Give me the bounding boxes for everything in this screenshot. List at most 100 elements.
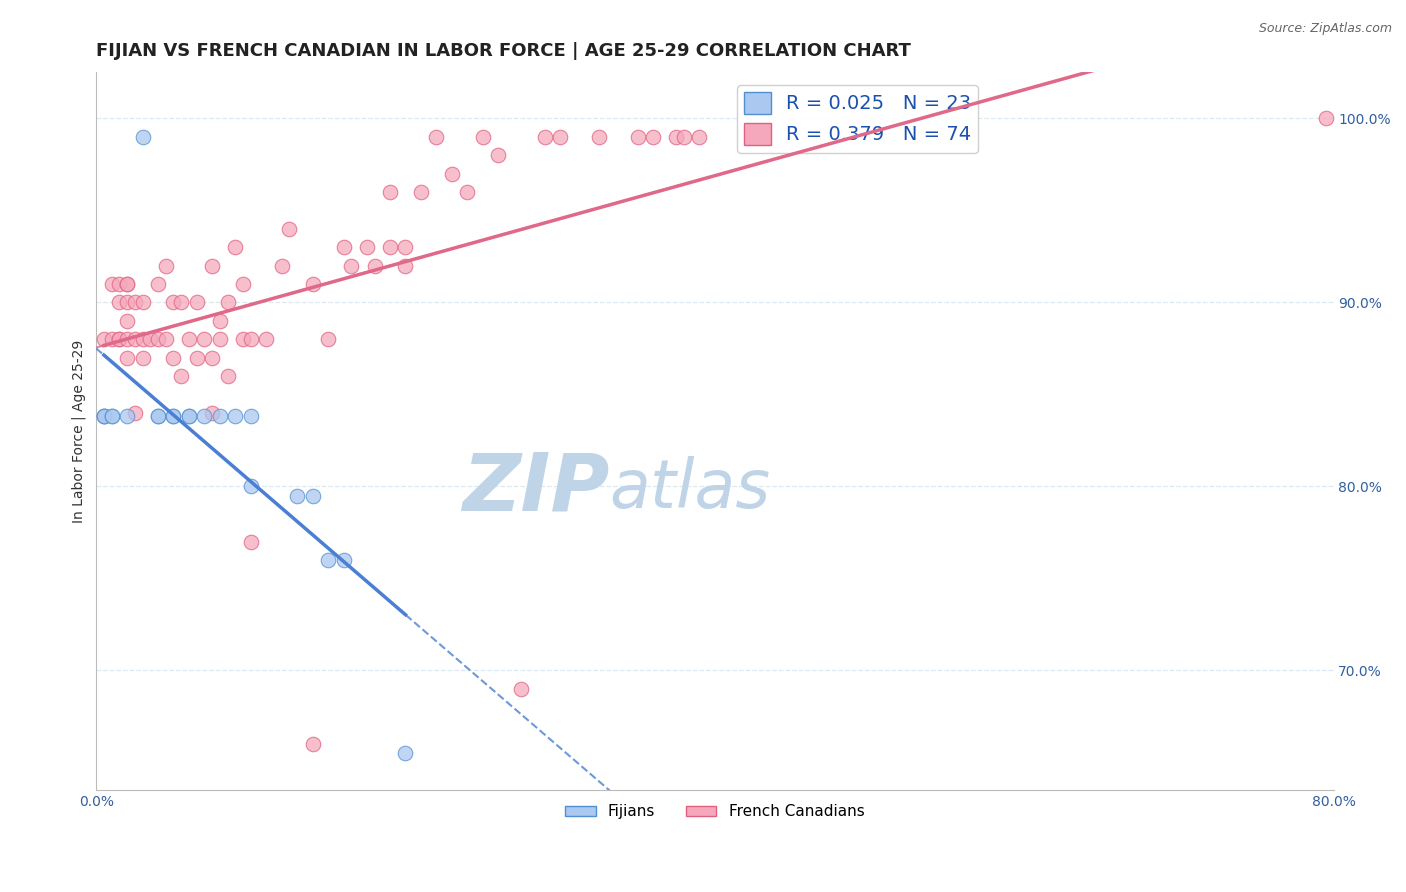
Point	[146, 332, 169, 346]
Point	[115, 295, 138, 310]
Point	[201, 406, 224, 420]
Point	[208, 332, 231, 346]
Point	[533, 129, 555, 144]
Point	[124, 332, 146, 346]
Point	[254, 332, 277, 346]
Point	[270, 259, 292, 273]
Point	[456, 185, 478, 199]
Point	[177, 409, 200, 424]
Point	[131, 332, 153, 346]
Y-axis label: In Labor Force | Age 25-29: In Labor Force | Age 25-29	[72, 340, 86, 523]
Point	[115, 277, 138, 291]
Point	[239, 332, 262, 346]
Point	[332, 240, 354, 254]
Point	[1315, 112, 1337, 126]
Point	[146, 277, 169, 291]
Point	[232, 332, 254, 346]
Point	[146, 409, 169, 424]
Point	[548, 129, 571, 144]
Point	[394, 259, 416, 273]
Point	[162, 409, 184, 424]
Point	[108, 295, 131, 310]
Point	[278, 222, 301, 236]
Point	[124, 295, 146, 310]
Point	[301, 489, 323, 503]
Point	[316, 553, 339, 567]
Point	[139, 332, 162, 346]
Point	[100, 409, 122, 424]
Point	[193, 332, 215, 346]
Point	[224, 240, 246, 254]
Point	[641, 129, 664, 144]
Point	[115, 351, 138, 365]
Point	[301, 737, 323, 751]
Point	[170, 295, 193, 310]
Point	[217, 295, 239, 310]
Point	[155, 332, 177, 346]
Point	[409, 185, 432, 199]
Point	[100, 409, 122, 424]
Point	[208, 409, 231, 424]
Point	[124, 406, 146, 420]
Point	[186, 351, 208, 365]
Point	[378, 185, 401, 199]
Point	[93, 409, 115, 424]
Point	[131, 351, 153, 365]
Point	[208, 314, 231, 328]
Point	[115, 409, 138, 424]
Point	[332, 553, 354, 567]
Text: atlas: atlas	[610, 456, 770, 522]
Point	[170, 368, 193, 383]
Point	[201, 259, 224, 273]
Legend: Fijians, French Canadians: Fijians, French Canadians	[560, 798, 870, 825]
Point	[131, 295, 153, 310]
Point	[626, 129, 648, 144]
Point	[394, 746, 416, 760]
Point	[440, 167, 463, 181]
Text: Source: ZipAtlas.com: Source: ZipAtlas.com	[1258, 22, 1392, 36]
Point	[162, 351, 184, 365]
Point	[239, 479, 262, 493]
Point	[224, 409, 246, 424]
Point	[146, 409, 169, 424]
Point	[394, 240, 416, 254]
Point	[100, 332, 122, 346]
Point	[672, 129, 695, 144]
Point	[301, 277, 323, 291]
Point	[239, 409, 262, 424]
Point	[108, 332, 131, 346]
Point	[93, 409, 115, 424]
Point	[100, 277, 122, 291]
Point	[93, 332, 115, 346]
Point	[131, 129, 153, 144]
Point	[486, 148, 509, 162]
Point	[510, 681, 533, 696]
Point	[115, 332, 138, 346]
Point	[162, 409, 184, 424]
Point	[232, 277, 254, 291]
Point	[115, 277, 138, 291]
Text: FIJIAN VS FRENCH CANADIAN IN LABOR FORCE | AGE 25-29 CORRELATION CHART: FIJIAN VS FRENCH CANADIAN IN LABOR FORCE…	[96, 42, 911, 60]
Point	[588, 129, 610, 144]
Point	[217, 368, 239, 383]
Point	[239, 534, 262, 549]
Point	[471, 129, 494, 144]
Point	[201, 351, 224, 365]
Point	[115, 314, 138, 328]
Text: ZIP: ZIP	[463, 450, 610, 527]
Point	[340, 259, 363, 273]
Point	[378, 240, 401, 254]
Point	[688, 129, 710, 144]
Point	[193, 409, 215, 424]
Point	[425, 129, 447, 144]
Point	[316, 332, 339, 346]
Point	[285, 489, 308, 503]
Point	[93, 409, 115, 424]
Point	[186, 295, 208, 310]
Point	[363, 259, 385, 273]
Point	[356, 240, 378, 254]
Point	[177, 332, 200, 346]
Point	[108, 277, 131, 291]
Point	[177, 409, 200, 424]
Point	[665, 129, 688, 144]
